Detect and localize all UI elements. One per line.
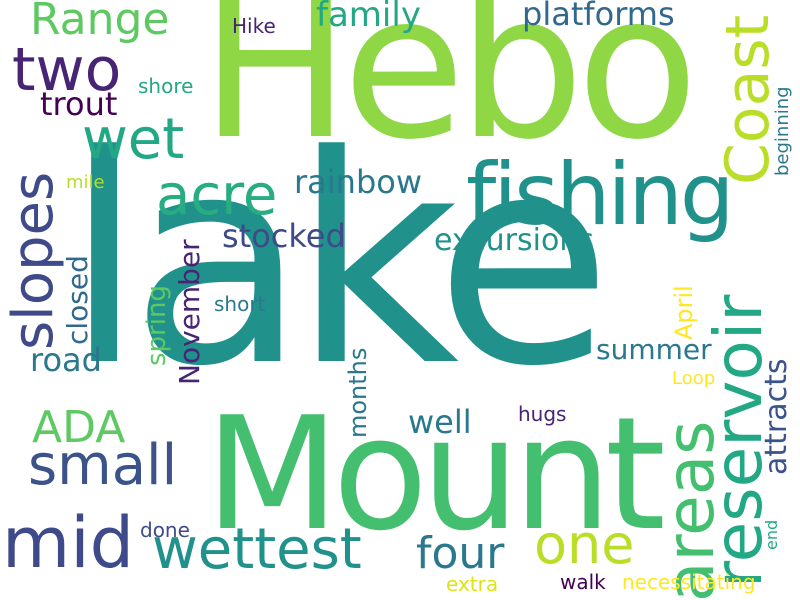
word-excursions: excursions [434,223,594,258]
word-acre: acre [156,163,278,228]
word-stocked: stocked [222,217,346,255]
word-ada: ADA [32,402,126,453]
word-fishing: fishing [466,145,734,245]
word-end: end [762,519,781,550]
word-lake: lake [64,94,612,429]
word-hebo: Hebo [200,0,699,184]
word-necessitating: necessitating [622,570,756,594]
word-rainbow: rainbow [294,163,422,201]
word-summer: summer [596,333,712,366]
word-wettest: wettest [152,517,362,582]
word-mile: mile [66,172,105,193]
word-spring: spring [142,285,172,366]
word-closed: closed [61,255,94,345]
word-short: short [214,292,266,316]
word-four: four [416,528,505,579]
word-hike: Hike [232,14,276,38]
word-attracts: attracts [759,358,794,475]
word-small: small [28,433,178,498]
word-mid: mid [2,502,135,584]
word-range: Range [30,0,170,45]
word-hugs: hugs [518,402,567,426]
word-walk: walk [560,570,606,594]
word-two: two [12,35,122,105]
word-mount: Mount [205,383,666,565]
word-trout: trout [40,85,118,123]
word-coast: Coast [713,14,783,185]
word-platforms: platforms [522,0,675,33]
word-well: well [408,403,472,441]
word-wet: wet [82,107,185,172]
word-done: done [140,518,190,542]
word-road: road [30,341,102,379]
word-extra: extra [446,572,499,596]
word-family: family [316,0,421,35]
word-beginning: beginning [772,86,793,176]
word-months: months [344,347,372,438]
word-shore: shore [138,74,194,98]
word-slopes: slopes [1,171,66,350]
word-loop: Loop [672,368,716,389]
word-november: November [173,239,206,385]
word-april: April [670,285,698,340]
word-one: one [534,513,635,576]
